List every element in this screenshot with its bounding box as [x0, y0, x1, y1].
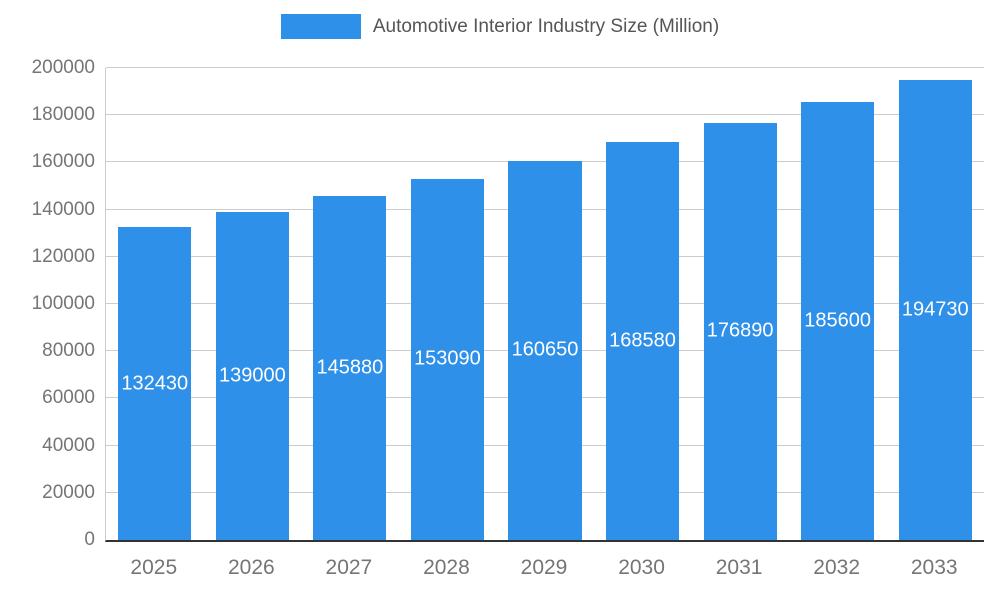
bar: 168580: [605, 142, 680, 540]
bar: 160650: [508, 160, 582, 540]
y-tick-label: 60000: [42, 387, 95, 409]
legend-label: Automotive Interior Industry Size (Milli…: [372, 15, 720, 37]
bar-value-label: 145880: [316, 356, 384, 379]
y-tick-label: 40000: [42, 434, 95, 456]
bar-value-label: 153090: [414, 347, 481, 370]
y-axis: 0 20000 40000 60000 80000 100000 120000 140000 1…: [0, 57, 95, 550]
y-tick-label: 100000: [31, 293, 95, 314]
y-tick-label: 20000: [42, 481, 95, 503]
bar-value-label: 176890: [706, 319, 774, 342]
plot-area: 132430 139000 145880 153090 160650 168580 1768…: [105, 67, 984, 542]
bar-value-label: 139000: [218, 364, 286, 387]
bar-value-label: 185600: [804, 309, 872, 332]
x-axis: 2025 2026 2027 2028 2029 2030 2031 2032 2033: [105, 548, 983, 593]
y-tick-label: 80000: [42, 340, 95, 362]
bar: 139000: [215, 211, 289, 540]
bar: 185600: [801, 101, 875, 540]
bar: 132430: [118, 227, 192, 540]
bar: 194730: [898, 80, 972, 540]
x-tick-label: 2032: [813, 556, 861, 579]
y-tick-label: 200000: [31, 57, 95, 78]
bar: 145880: [313, 195, 387, 540]
x-tick-label: 2031: [715, 556, 763, 579]
y-tick-label: 140000: [31, 198, 95, 220]
bar-value-label: 168580: [609, 329, 676, 352]
bar-value-label: 132430: [121, 372, 189, 395]
y-tick-label: 180000: [31, 104, 95, 126]
gridline: [106, 114, 984, 116]
bar-value-label: 194730: [901, 298, 969, 321]
x-tick-label: 2028: [423, 556, 470, 579]
x-tick-label: 2033: [910, 556, 958, 579]
gridline: [106, 67, 984, 68]
y-tick-label: 160000: [31, 151, 95, 173]
bar-value-label: 160650: [511, 338, 579, 361]
x-tick-label: 2027: [325, 556, 373, 579]
chart-legend: Automotive Interior Industry Size (Milli…: [0, 14, 1000, 39]
bar: 153090: [410, 178, 485, 540]
x-tick-label: 2026: [227, 556, 275, 579]
bar: 176890: [703, 122, 777, 540]
y-tick-label: 0: [84, 529, 95, 550]
x-tick-label: 2030: [618, 556, 665, 579]
x-tick-label: 2025: [130, 556, 178, 579]
legend-swatch: [280, 14, 361, 39]
x-tick-label: 2029: [520, 556, 568, 579]
y-tick-label: 120000: [31, 245, 95, 267]
